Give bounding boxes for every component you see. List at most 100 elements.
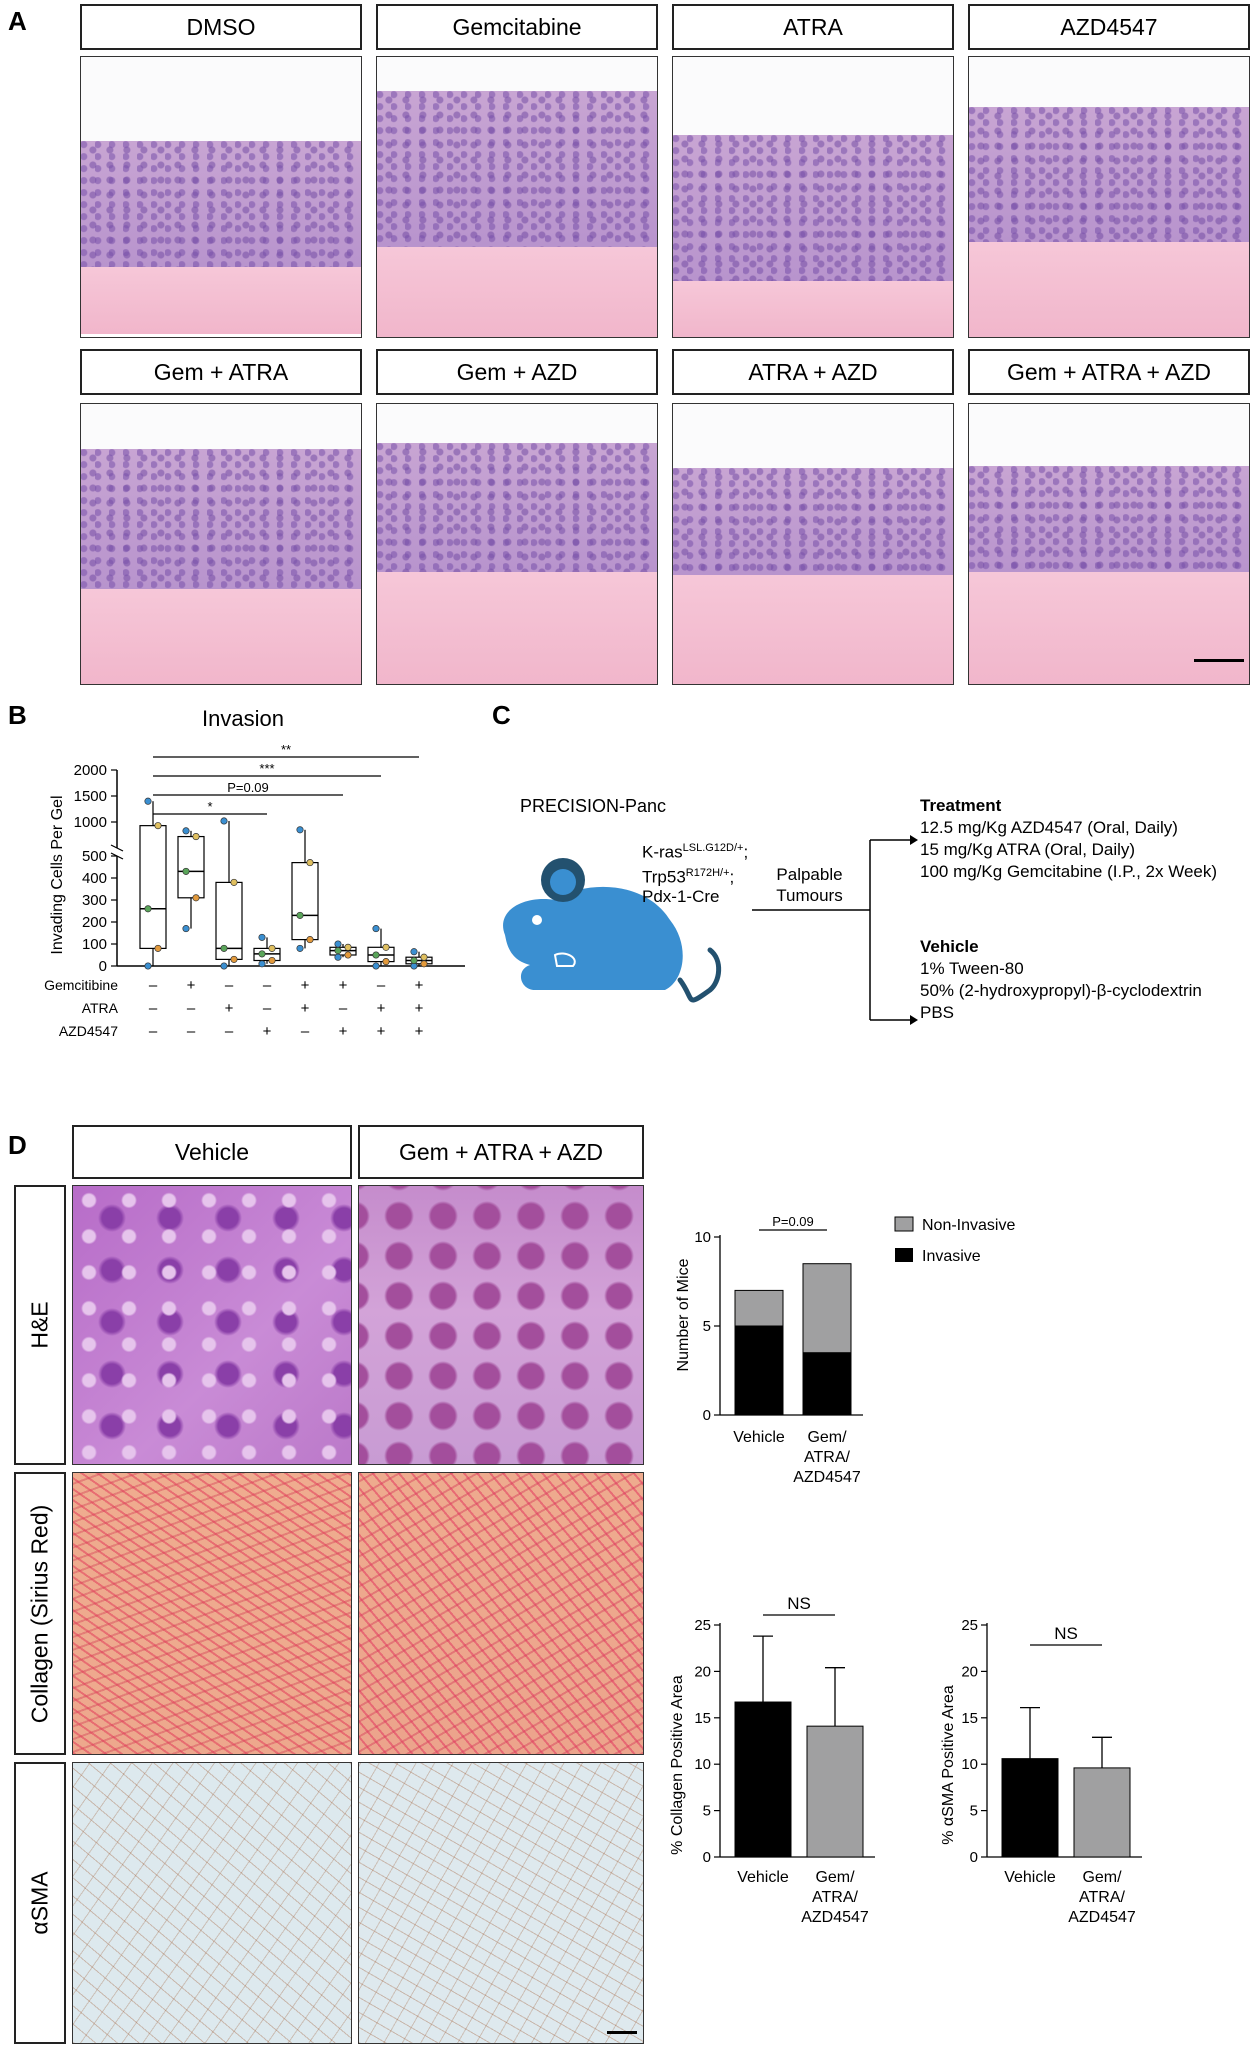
- condition-sign: –: [149, 1023, 158, 1040]
- bar-non-invasive: [802, 1263, 852, 1354]
- significance-label: P=0.09: [227, 780, 269, 795]
- genotype-line-kras: K-rasLSL.G12D/+;: [642, 842, 749, 862]
- y-tick-label: 5: [703, 1318, 711, 1335]
- condition-sign: –: [301, 1023, 310, 1040]
- micrograph-atra: [672, 56, 954, 338]
- bar: [806, 1725, 864, 1858]
- y-tick-label: 500: [82, 848, 107, 865]
- condition-sign: –: [225, 977, 234, 994]
- condition-sign: –: [187, 1000, 196, 1017]
- y-tick-label: 25: [961, 1617, 978, 1634]
- asma-vehicle-image: [72, 1762, 352, 2044]
- condition-sign: +: [377, 1000, 386, 1017]
- model-name: PRECISION-Panc: [520, 796, 667, 816]
- box: [177, 835, 205, 899]
- significance-label: ***: [259, 761, 274, 776]
- row-label-he: H&E: [14, 1185, 66, 1465]
- treatment-label-azd4547: AZD4547: [968, 4, 1250, 50]
- data-point: [258, 950, 266, 958]
- data-point: [372, 925, 380, 933]
- data-point: [372, 951, 380, 959]
- asma-combo-image: [358, 1762, 644, 2044]
- micrograph-azd4547: [968, 56, 1250, 338]
- data-point: [420, 953, 428, 961]
- genotype-line-pdx: Pdx-1-Cre: [642, 887, 720, 907]
- condition-sign: +: [263, 1023, 272, 1040]
- bar: [734, 1701, 792, 1858]
- condition-sign: –: [377, 977, 386, 994]
- data-point: [154, 944, 162, 952]
- data-point: [344, 943, 352, 951]
- y-tick-label: 200: [82, 914, 107, 931]
- sirius-red-vehicle-image: [72, 1472, 352, 1755]
- y-tick-label: 1000: [74, 814, 107, 831]
- condition-sign: +: [225, 1000, 234, 1017]
- box: [215, 881, 243, 960]
- sirius-red-combo-image: [358, 1472, 644, 1755]
- condition-sign: –: [149, 977, 158, 994]
- micrograph-gem-atra: [80, 403, 362, 685]
- y-tick-label: 25: [694, 1617, 711, 1634]
- bar: [1073, 1767, 1131, 1858]
- micrograph-gem-atra-azd: [968, 403, 1250, 685]
- asma-ylabel: % αSMA Positive Area: [940, 1685, 957, 1845]
- x-category-label: ATRA/: [804, 1449, 850, 1466]
- collagen-bar-chart: % Collagen Positive Area 0 5 10 15 20 25 Vehic…: [669, 1594, 875, 1926]
- treatment-label-atra: ATRA: [672, 4, 954, 50]
- x-category-label: AZD4547: [793, 1469, 861, 1486]
- legend-swatch-invasive: [895, 1248, 913, 1262]
- condition-row-label: AZD4547: [59, 1023, 118, 1039]
- data-point: [220, 817, 228, 825]
- treatment-label-gem-atra-azd: Gem + ATRA + AZD: [968, 349, 1250, 395]
- asma-bar-chart: % αSMA Positive Area 0 5 10 15 20 25 Vehicle Ge…: [940, 1617, 1142, 1926]
- treatment-line: 15 mg/Kg ATRA (Oral, Daily): [920, 840, 1136, 859]
- legend-swatch-non-invasive: [894, 1216, 914, 1232]
- data-point: [144, 962, 152, 970]
- y-tick-label: 100: [82, 936, 107, 953]
- y-tick-label: 20: [694, 1663, 711, 1680]
- data-point: [334, 947, 342, 955]
- legend-label: Invasive: [922, 1248, 981, 1265]
- workflow-arrows: [752, 835, 918, 1025]
- x-category-label: ATRA/: [812, 1889, 858, 1906]
- genotype: K-rasLSL.G12D/+; Trp53R172H/+; Pdx-1-Cre: [642, 838, 748, 907]
- data-point: [230, 955, 238, 963]
- data-point: [296, 944, 304, 952]
- vehicle-regimen: Vehicle 1% Tween-80 50% (2-hydroxypropyl…: [920, 936, 1202, 1024]
- data-point: [258, 933, 266, 941]
- condition-row-label: ATRA: [82, 1000, 119, 1016]
- significance-label: NS: [787, 1594, 811, 1613]
- data-point: [334, 940, 342, 948]
- treatment-label-gem-atra: Gem + ATRA: [80, 349, 362, 395]
- data-point: [220, 944, 228, 952]
- y-tick-label: 10: [694, 1229, 711, 1246]
- condition-sign: +: [301, 1000, 310, 1017]
- mice-ylabel: Number of Mice: [675, 1258, 692, 1371]
- y-tick-label: 20: [961, 1663, 978, 1680]
- data-point: [220, 962, 228, 970]
- y-tick-label: 300: [82, 892, 107, 909]
- micrograph-dmso: [80, 56, 362, 338]
- y-tick-label: 1500: [74, 788, 107, 805]
- trigger-label: Palpable Tumours: [776, 865, 843, 905]
- data-point: [296, 826, 304, 834]
- data-point: [182, 867, 190, 875]
- bar-non-invasive: [734, 1289, 784, 1327]
- micrograph-gem-azd: [376, 403, 658, 685]
- x-category-label: AZD4547: [1068, 1909, 1136, 1926]
- condition-sign: –: [225, 1023, 234, 1040]
- vehicle-line: 50% (2-hydroxypropyl)-β-cyclodextrin: [920, 981, 1202, 1000]
- x-category-label: Gem/: [815, 1869, 855, 1886]
- condition-sign: +: [377, 1023, 386, 1040]
- data-point: [230, 878, 238, 886]
- bar-invasive: [802, 1352, 852, 1416]
- y-tick-label: 10: [961, 1756, 978, 1773]
- y-tick-label: 10: [694, 1756, 711, 1773]
- significance-label: *: [207, 799, 212, 814]
- panel-label-a: A: [8, 6, 27, 36]
- y-tick-label: 5: [703, 1803, 711, 1820]
- data-point: [334, 953, 342, 961]
- condition-sign: –: [263, 977, 272, 994]
- data-point: [258, 960, 266, 968]
- y-tick-label: 400: [82, 870, 107, 887]
